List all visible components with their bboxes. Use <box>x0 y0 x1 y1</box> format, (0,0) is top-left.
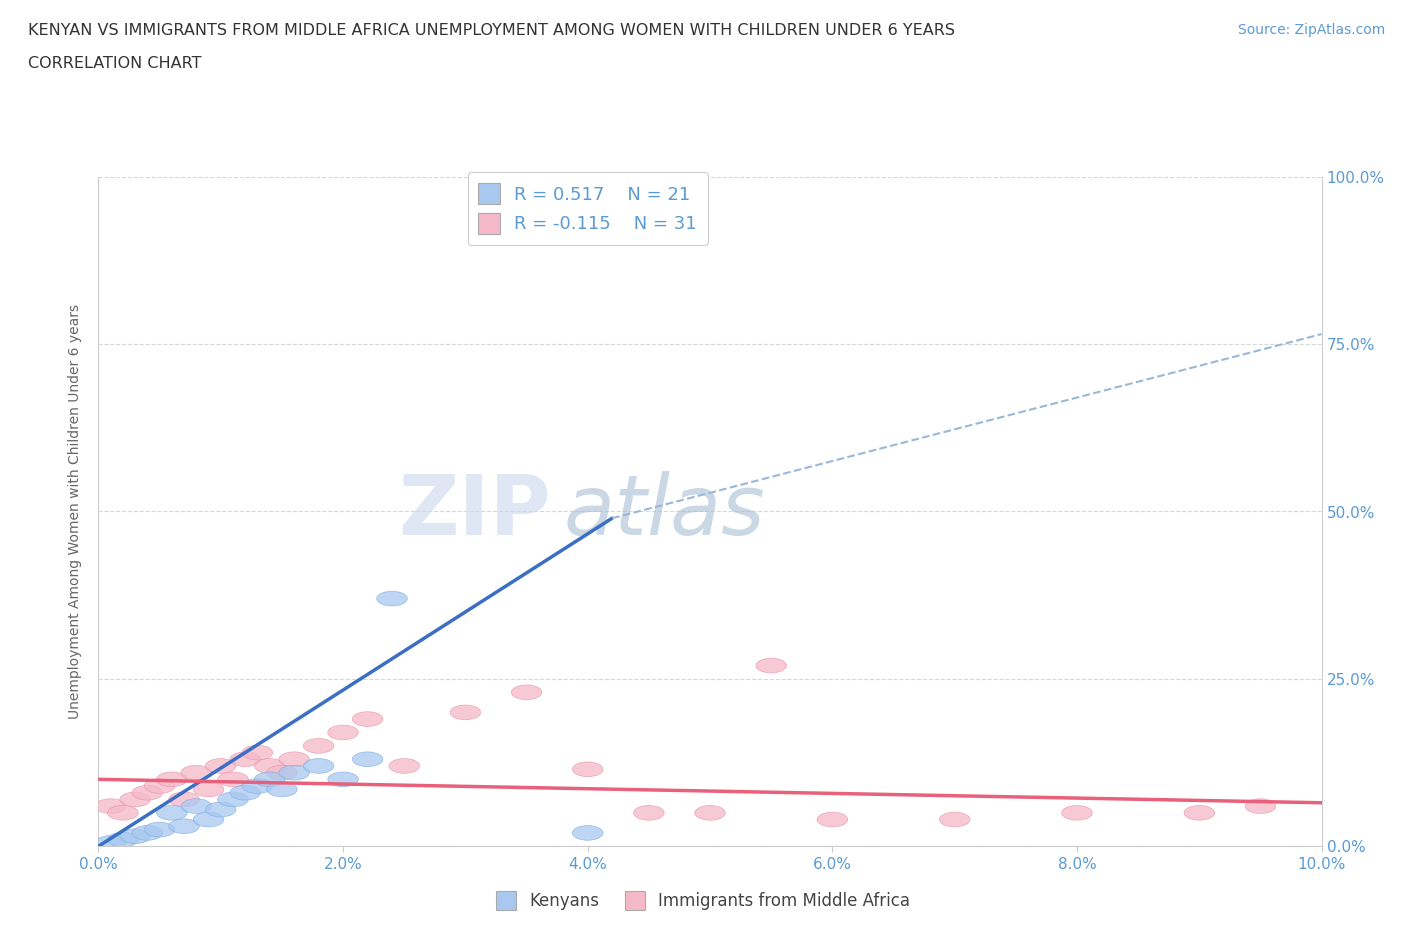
Text: CORRELATION CHART: CORRELATION CHART <box>28 56 201 71</box>
Ellipse shape <box>377 591 408 606</box>
Ellipse shape <box>193 782 224 797</box>
Ellipse shape <box>328 772 359 787</box>
Ellipse shape <box>145 822 174 837</box>
Ellipse shape <box>108 832 138 847</box>
Ellipse shape <box>267 765 297 780</box>
Legend: R = 0.517    N = 21, R = -0.115    N = 31: R = 0.517 N = 21, R = -0.115 N = 31 <box>468 172 707 245</box>
Ellipse shape <box>254 759 285 774</box>
Ellipse shape <box>132 826 163 841</box>
Ellipse shape <box>205 802 236 817</box>
Ellipse shape <box>156 805 187 820</box>
Ellipse shape <box>572 826 603 841</box>
Ellipse shape <box>120 829 150 844</box>
Ellipse shape <box>353 711 382 726</box>
Ellipse shape <box>169 792 200 807</box>
Ellipse shape <box>1246 799 1275 814</box>
Ellipse shape <box>218 772 249 787</box>
Ellipse shape <box>817 812 848 827</box>
Ellipse shape <box>634 805 664 820</box>
Ellipse shape <box>278 751 309 766</box>
Ellipse shape <box>1062 805 1092 820</box>
Ellipse shape <box>96 799 127 814</box>
Ellipse shape <box>254 772 285 787</box>
Ellipse shape <box>205 759 236 774</box>
Ellipse shape <box>145 778 174 793</box>
Ellipse shape <box>181 765 211 780</box>
Ellipse shape <box>156 772 187 787</box>
Ellipse shape <box>218 792 249 807</box>
Ellipse shape <box>181 799 211 814</box>
Ellipse shape <box>695 805 725 820</box>
Ellipse shape <box>512 684 541 699</box>
Text: ZIP: ZIP <box>398 471 551 552</box>
Text: KENYAN VS IMMIGRANTS FROM MIDDLE AFRICA UNEMPLOYMENT AMONG WOMEN WITH CHILDREN U: KENYAN VS IMMIGRANTS FROM MIDDLE AFRICA … <box>28 23 955 38</box>
Y-axis label: Unemployment Among Women with Children Under 6 years: Unemployment Among Women with Children U… <box>69 304 83 719</box>
Ellipse shape <box>450 705 481 720</box>
Ellipse shape <box>939 812 970 827</box>
Ellipse shape <box>231 751 260 766</box>
Ellipse shape <box>304 738 333 753</box>
Ellipse shape <box>242 778 273 793</box>
Ellipse shape <box>193 812 224 827</box>
Ellipse shape <box>132 785 163 800</box>
Ellipse shape <box>278 765 309 780</box>
Ellipse shape <box>572 762 603 777</box>
Legend: Kenyans, Immigrants from Middle Africa: Kenyans, Immigrants from Middle Africa <box>489 884 917 917</box>
Ellipse shape <box>108 805 138 820</box>
Ellipse shape <box>389 759 419 774</box>
Ellipse shape <box>353 751 382 766</box>
Ellipse shape <box>1184 805 1215 820</box>
Ellipse shape <box>169 818 200 833</box>
Ellipse shape <box>242 745 273 760</box>
Ellipse shape <box>120 792 150 807</box>
Text: atlas: atlas <box>564 471 765 552</box>
Ellipse shape <box>267 782 297 797</box>
Ellipse shape <box>756 658 786 673</box>
Ellipse shape <box>96 835 127 850</box>
Ellipse shape <box>231 785 260 800</box>
Ellipse shape <box>328 725 359 740</box>
Ellipse shape <box>304 759 333 774</box>
Text: Source: ZipAtlas.com: Source: ZipAtlas.com <box>1237 23 1385 37</box>
